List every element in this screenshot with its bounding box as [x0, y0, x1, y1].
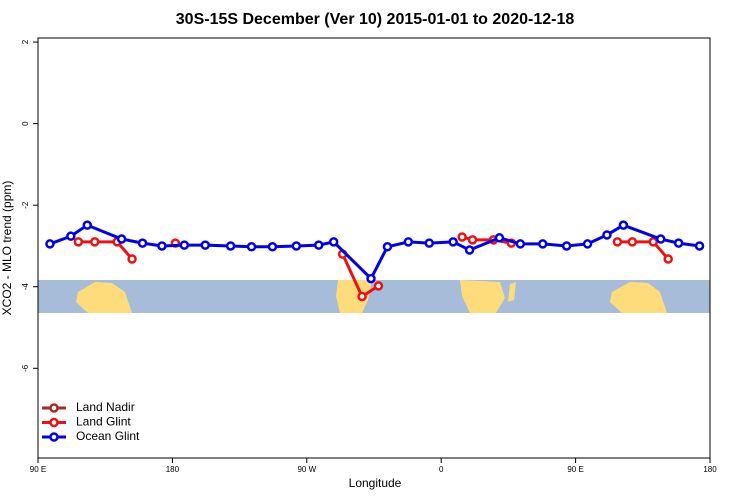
y-tick-label: 2	[21, 39, 30, 44]
plot-frame	[37, 37, 711, 459]
x-tick-label: 90 E	[30, 465, 46, 474]
data-point	[328, 237, 339, 247]
y-tick-label: 0	[21, 121, 30, 126]
data-point	[313, 240, 324, 250]
legend-marker	[49, 432, 59, 442]
data-point	[200, 240, 211, 250]
data-point	[66, 231, 76, 241]
data-point	[373, 281, 384, 291]
data-point	[467, 235, 478, 245]
legend-marker	[49, 403, 59, 413]
data-point	[673, 238, 684, 248]
data-point	[694, 241, 705, 251]
data-point	[655, 234, 666, 244]
data-point	[627, 237, 638, 247]
data-point	[137, 238, 148, 248]
x-tick-label: 180	[166, 465, 180, 474]
data-point	[612, 237, 623, 247]
data-point	[116, 234, 127, 244]
x-tick-label: 90 E	[567, 465, 583, 474]
data-point	[494, 233, 505, 243]
legend-marker	[49, 417, 59, 428]
data-point	[424, 238, 435, 248]
data-point	[73, 237, 84, 247]
x-tick-label: 90 W	[297, 465, 316, 474]
y-tick-label: -2	[21, 201, 30, 209]
chart-title: 30S-15S December (Ver 10) 2015-01-01 to …	[176, 11, 575, 28]
legend-label: Ocean Glint	[76, 429, 140, 443]
legend-label: Land Glint	[76, 415, 131, 429]
data-point	[179, 240, 190, 250]
data-point	[127, 254, 137, 264]
data-point	[602, 230, 612, 240]
data-point	[648, 237, 659, 247]
data-point	[561, 241, 572, 251]
data-point	[403, 237, 414, 247]
y-tick-label: -4	[21, 283, 30, 291]
x-tick-label: 180	[703, 465, 717, 474]
data-point	[246, 242, 257, 252]
data-point	[291, 241, 302, 251]
data-point	[267, 242, 278, 252]
data-point	[537, 239, 548, 249]
series-line	[49, 223, 700, 282]
data-point	[225, 241, 236, 251]
data-point	[82, 220, 93, 230]
data-point	[89, 237, 100, 247]
data-point	[663, 254, 673, 264]
legend-label: Land Nadir	[76, 400, 135, 414]
data-point	[515, 239, 526, 249]
data-point	[618, 220, 629, 230]
data-point	[366, 273, 376, 284]
x-axis-label: Longitude	[349, 476, 402, 490]
y-tick-label: -6	[21, 364, 30, 372]
x-tick-label: 0	[439, 465, 444, 474]
data-point	[448, 237, 458, 247]
y-axis-label: XCO2 - MLO trend (ppm)	[0, 181, 14, 316]
data-point	[45, 239, 55, 249]
data-point	[457, 232, 467, 242]
data-point	[582, 239, 593, 249]
data-point	[464, 245, 475, 255]
data-point	[357, 291, 367, 302]
data-point	[157, 241, 167, 251]
data-point	[382, 242, 393, 252]
